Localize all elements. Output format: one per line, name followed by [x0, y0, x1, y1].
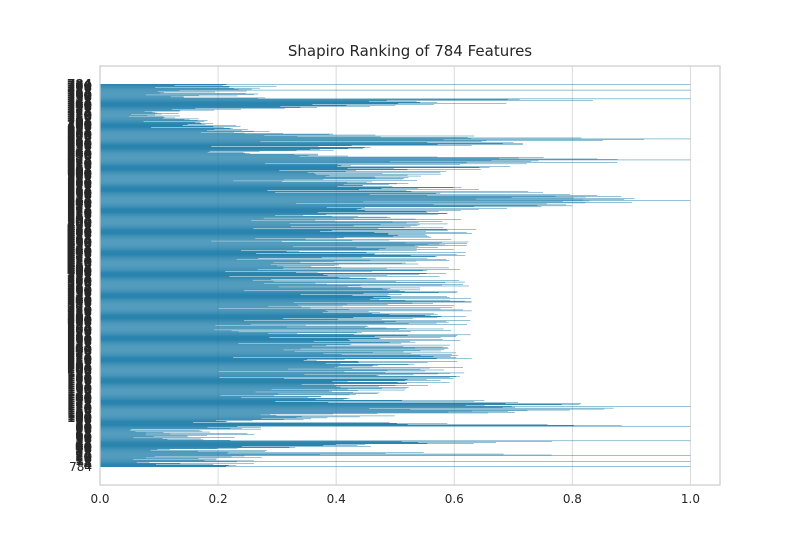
y-axis-ticks: 7847807767727687647607567527487447407367…	[67, 77, 92, 474]
chart-title: Shapiro Ranking of 784 Features	[288, 42, 532, 60]
x-tick-label: 0.2	[209, 492, 228, 506]
bar-layer	[100, 84, 690, 467]
x-tick-label: 0.0	[90, 492, 109, 506]
x-tick-label: 1.0	[681, 492, 700, 506]
y-tick-label-last: 784	[69, 460, 92, 474]
x-tick-label: 0.6	[445, 492, 464, 506]
x-tick-label: 0.8	[563, 492, 582, 506]
x-axis-ticks: 0.0 0.2 0.4 0.6 0.8 1.0	[90, 492, 700, 506]
x-tick-label: 0.4	[327, 492, 346, 506]
